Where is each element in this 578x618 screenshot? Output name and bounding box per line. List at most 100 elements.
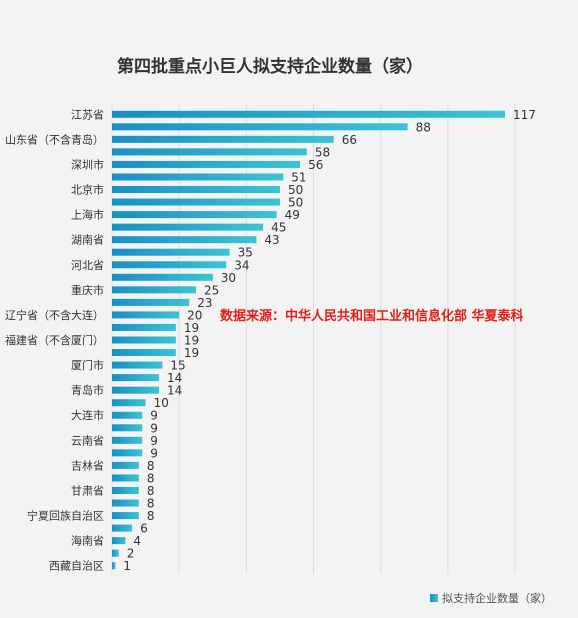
bar [112, 474, 139, 482]
value-label: 43 [264, 233, 279, 247]
bar [112, 323, 176, 331]
category-label: 河北省 [71, 259, 104, 272]
category-label: 深圳市 [71, 157, 104, 171]
value-label: 30 [221, 271, 236, 285]
bar [112, 436, 143, 444]
bar [112, 549, 119, 557]
bar [112, 374, 160, 382]
value-label: 8 [147, 497, 155, 511]
bar [112, 198, 280, 206]
value-label: 9 [150, 421, 158, 435]
value-label: 35 [238, 246, 253, 260]
category-label: 吉林省 [71, 458, 104, 472]
value-label: 19 [184, 334, 199, 348]
bar [112, 349, 176, 357]
value-label: 66 [342, 133, 357, 147]
bar [112, 461, 139, 469]
category-label: 湖南省 [71, 234, 104, 247]
bar [112, 248, 230, 256]
value-label: 45 [271, 221, 286, 235]
bar [112, 499, 139, 507]
category-label: 上海市 [71, 208, 104, 222]
bar [112, 273, 213, 281]
legend-label: 拟支持企业数量（家） [442, 591, 552, 605]
value-label: 2 [127, 547, 135, 561]
bar [112, 537, 126, 545]
bar [112, 524, 133, 532]
category-label: 云南省 [71, 434, 104, 447]
value-label: 9 [150, 434, 158, 448]
bar [112, 223, 264, 231]
value-label: 117 [513, 108, 536, 122]
value-label: 34 [234, 258, 249, 272]
value-label: 8 [147, 484, 155, 498]
category-label: 山东省（不含青岛） [5, 132, 104, 146]
category-label: 甘肃省 [71, 484, 104, 497]
legend-swatch [430, 594, 438, 602]
value-label: 14 [167, 384, 182, 398]
category-label: 厦门市 [71, 358, 104, 372]
value-label: 1 [123, 559, 131, 573]
bars [112, 110, 505, 570]
value-label: 8 [147, 459, 155, 473]
bar [112, 449, 143, 457]
value-label: 88 [416, 120, 431, 134]
value-label: 4 [133, 534, 141, 548]
value-label: 49 [285, 208, 300, 222]
bar [112, 236, 257, 244]
bar [112, 336, 176, 344]
value-label: 25 [204, 283, 219, 297]
value-label: 19 [184, 346, 199, 360]
value-label: 14 [167, 371, 182, 385]
value-label: 58 [315, 145, 330, 159]
value-label: 23 [197, 296, 212, 310]
category-label: 重庆市 [71, 283, 104, 297]
chart-title: 第四批重点小巨人拟支持企业数量（家） [117, 56, 423, 77]
category-label: 大连市 [71, 408, 104, 422]
bar [112, 562, 116, 570]
value-label: 15 [170, 359, 185, 373]
bar [112, 135, 334, 143]
bar [112, 311, 180, 319]
value-label: 9 [150, 446, 158, 460]
bar [112, 399, 146, 407]
grid-lines [111, 104, 516, 574]
bar [112, 123, 408, 131]
value-label: 10 [154, 396, 169, 410]
value-label: 51 [291, 170, 306, 184]
value-label: 56 [308, 158, 323, 172]
value-label: 19 [184, 321, 199, 335]
value-label: 50 [288, 183, 303, 197]
category-label: 福建省（不含厦门） [5, 333, 104, 347]
category-label: 宁夏回族自治区 [27, 509, 104, 523]
bar [112, 512, 139, 520]
category-label: 西藏自治区 [49, 559, 104, 573]
category-label: 辽宁省（不含大连） [5, 308, 104, 322]
value-label: 6 [140, 522, 148, 536]
bar [112, 386, 160, 394]
bar [112, 424, 143, 432]
value-label: 9 [150, 409, 158, 423]
bar [112, 148, 307, 156]
source-annotation: 数据来源：中华人民共和国工业和信息化部 华夏泰科 [220, 308, 524, 324]
category-label: 青岛市 [71, 383, 104, 397]
bar [112, 486, 139, 494]
bar [112, 361, 163, 369]
value-label: 50 [288, 196, 303, 210]
bar [112, 173, 284, 181]
value-label: 20 [187, 308, 202, 322]
bar [112, 411, 143, 419]
value-labels: 1178866585651505049454335343025232019191… [123, 108, 536, 573]
category-label: 江苏省 [71, 108, 104, 121]
bar [112, 211, 277, 219]
bar [112, 110, 505, 118]
value-label: 8 [147, 471, 155, 485]
bar [112, 186, 280, 194]
bar [112, 160, 301, 168]
bar [112, 261, 227, 269]
value-label: 8 [147, 509, 155, 523]
category-label: 北京市 [71, 183, 104, 197]
bar [112, 298, 190, 306]
